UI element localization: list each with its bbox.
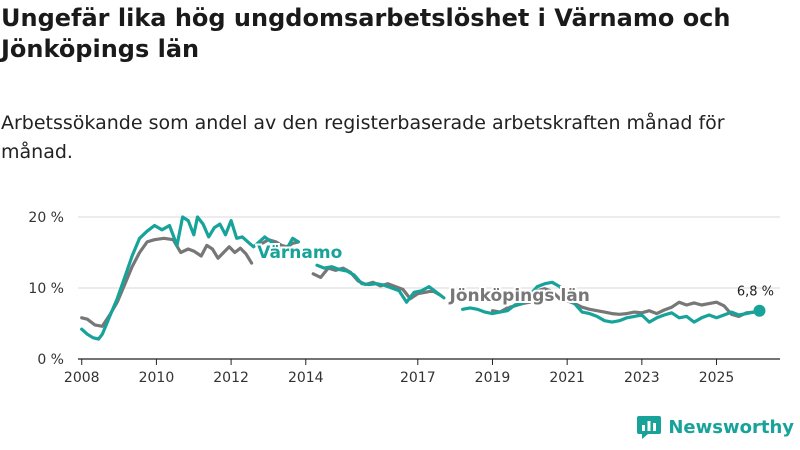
- x-tick-label-2023: 2023: [624, 370, 660, 386]
- chart-subtitle: Arbetssökande som andel av den registerb…: [1, 112, 725, 163]
- y-tick-label-20: 20 %: [28, 210, 64, 226]
- x-tick-label-2019: 2019: [475, 370, 511, 386]
- series-line-v-rnamo: [80, 215, 762, 341]
- chart-title: Ungefär lika hög ungdomsarbetslöshet i V…: [1, 4, 731, 63]
- axes: 0 % 10 % 20 % 2008 2010 2012 2014 2017 2019 2021 2…: [28, 210, 780, 386]
- series-label-varnamo: Värnamo: [257, 243, 342, 263]
- x-tick-label-2025: 2025: [699, 370, 735, 386]
- x-tick-label-2010: 2010: [139, 370, 175, 386]
- bar-chart-icon: [637, 416, 662, 439]
- line-chart: 0 % 10 % 20 % 2008 2010 2012 2014 2017 2019 2021 2…: [28, 210, 780, 386]
- series-lines: [80, 215, 763, 341]
- y-tick-label-0: 0 %: [37, 352, 64, 368]
- x-tick-label-2017: 2017: [400, 370, 436, 386]
- end-point-marker: [753, 304, 766, 317]
- series-labels: Jönköpings län Värnamo 6,8 %: [255, 241, 774, 317]
- x-tick-label-2012: 2012: [213, 370, 249, 386]
- y-tick-label-10: 10 %: [28, 281, 64, 297]
- series-label-jonkopings-lan: Jönköpings län: [449, 286, 590, 306]
- end-value-label: 6,8 %: [737, 285, 774, 300]
- brand-name: Newsworthy: [668, 416, 794, 438]
- x-tick-label-2014: 2014: [288, 370, 324, 386]
- newsworthy-logo: Newsworthy: [636, 414, 794, 440]
- x-tick-label-2021: 2021: [549, 370, 585, 386]
- x-tick-label-2008: 2008: [64, 370, 100, 386]
- series-line-j-nk-pings-l-n: [80, 236, 763, 328]
